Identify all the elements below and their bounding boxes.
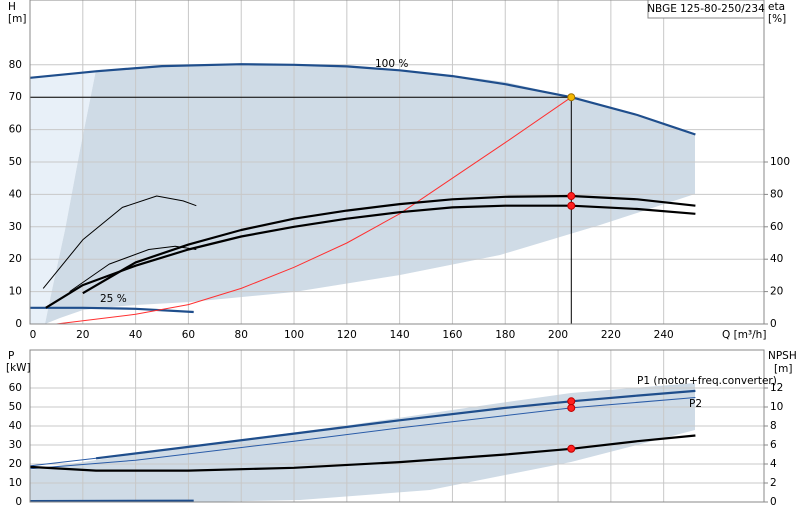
- y-tick-label: 60: [9, 382, 22, 394]
- y2-tick-label: 4: [770, 458, 777, 470]
- operating-point: [567, 403, 576, 412]
- operating-point: [567, 397, 576, 406]
- shade-light: [30, 70, 96, 324]
- y2-tick-label: 10: [770, 401, 783, 413]
- y2-tick-label: 0: [770, 318, 777, 330]
- curve: [82, 194, 696, 295]
- y2-tick-label: 80: [770, 188, 783, 200]
- x-tick-label: 0: [30, 329, 37, 341]
- y-tick-label: 30: [9, 439, 22, 451]
- x-tick-label: 120: [337, 329, 357, 341]
- y2-tick-label: 8: [770, 420, 777, 432]
- y-tick-label: 70: [9, 91, 22, 103]
- operating-point: [567, 93, 576, 102]
- curve-label: P1 (motor+freq.converter): [637, 375, 777, 387]
- y2-tick-label: 20: [770, 286, 783, 298]
- y2-axis-unit: [%]: [768, 13, 786, 25]
- curve: [42, 195, 197, 289]
- x-tick-label: 160: [442, 329, 462, 341]
- curve: [29, 63, 696, 136]
- y-tick-label: 20: [9, 458, 22, 470]
- y-axis-unit: [m]: [8, 13, 26, 25]
- curve: [30, 306, 194, 314]
- operating-point: [567, 192, 576, 201]
- y-tick-label: 50: [9, 156, 22, 168]
- x-tick-label: 60: [182, 329, 195, 341]
- marks-layer: [29, 63, 696, 503]
- y-tick-label: 10: [9, 286, 22, 298]
- curve-label: P2: [689, 398, 702, 410]
- x-tick-label: 220: [601, 329, 621, 341]
- y-tick-label: 20: [9, 253, 22, 265]
- y-axis-unit: [kW]: [6, 362, 31, 374]
- x-tick-label: 200: [548, 329, 568, 341]
- y-tick-label: 40: [9, 420, 22, 432]
- curve-label: 25 %: [100, 293, 127, 305]
- grid-layer: [29, 0, 764, 503]
- y-axis-title: P: [8, 350, 14, 362]
- x-axis-title: Q [m³/h]: [722, 329, 766, 341]
- y-axis-title: H: [8, 1, 16, 13]
- y-tick-label: 60: [9, 124, 22, 136]
- chart-title: NBGE 125-80-250/234: [647, 3, 765, 15]
- x-tick-label: 100: [284, 329, 304, 341]
- y2-tick-label: 0: [770, 496, 777, 508]
- y-tick-label: 80: [9, 59, 22, 71]
- y-tick-label: 10: [9, 477, 22, 489]
- x-tick-label: 80: [235, 329, 248, 341]
- curve: [29, 434, 696, 472]
- operating-point: [567, 201, 576, 210]
- y2-tick-label: 6: [770, 439, 777, 451]
- y2-axis-title: NPSH: [768, 350, 797, 362]
- y-tick-label: 40: [9, 188, 22, 200]
- curve: [29, 457, 97, 467]
- y2-tick-label: 2: [770, 477, 777, 489]
- y-tick-label: 0: [15, 496, 22, 508]
- y2-tick-label: 40: [770, 253, 783, 265]
- y2-axis-unit: [m]: [774, 363, 792, 375]
- x-tick-label: 20: [76, 329, 89, 341]
- x-tick-label: 140: [390, 329, 410, 341]
- y-tick-label: 30: [9, 221, 22, 233]
- y-tick-label: 50: [9, 401, 22, 413]
- curve: [56, 96, 572, 325]
- y2-axis-title: eta: [768, 1, 785, 13]
- y2-tick-label: 100: [770, 156, 790, 168]
- curve: [95, 389, 696, 460]
- y2-tick-label: 12: [770, 382, 783, 394]
- curve-label: 100 %: [375, 58, 408, 70]
- curve: [69, 245, 197, 293]
- title-box: [647, 0, 765, 19]
- y2-tick-label: 60: [770, 221, 783, 233]
- x-tick-label: 240: [654, 329, 674, 341]
- x-tick-label: 180: [495, 329, 515, 341]
- x-tick-label: 40: [129, 329, 142, 341]
- operating-point: [567, 444, 576, 453]
- y-tick-label: 0: [15, 318, 22, 330]
